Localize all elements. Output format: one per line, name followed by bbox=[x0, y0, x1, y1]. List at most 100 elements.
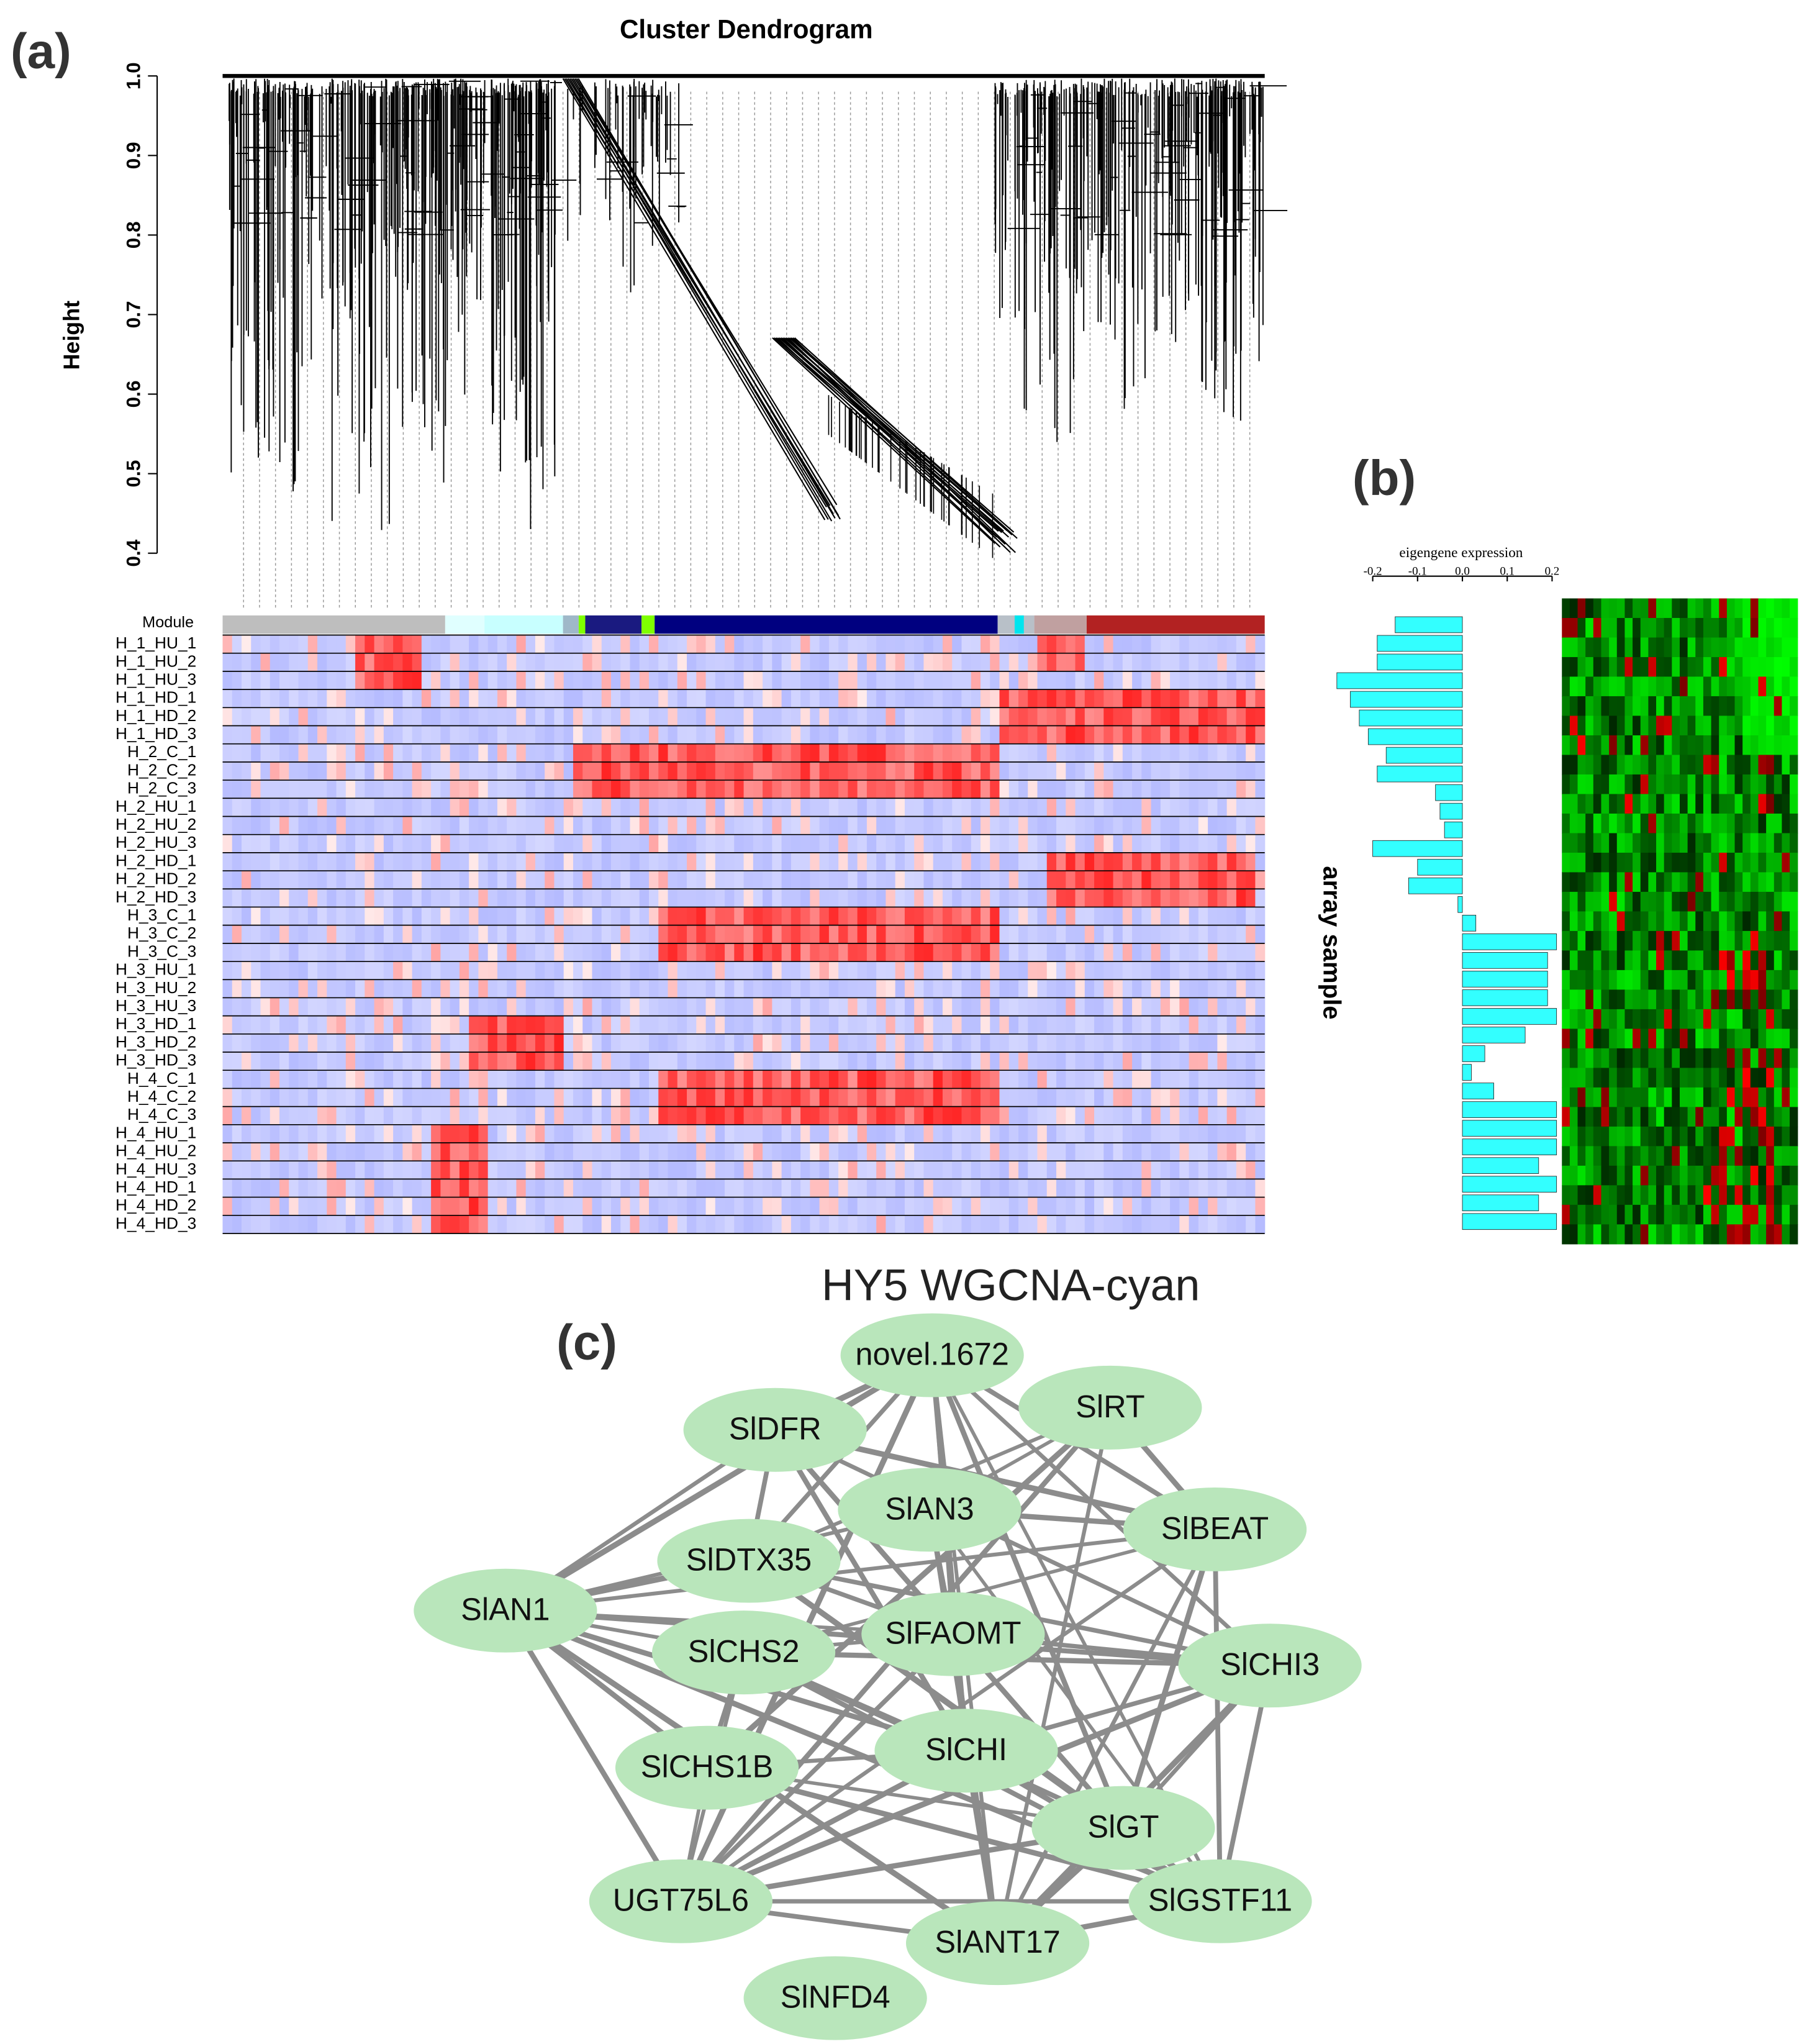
heatmap-cell bbox=[1208, 1124, 1218, 1143]
heatmap-cell bbox=[365, 871, 375, 889]
heatmap-cell bbox=[1160, 653, 1171, 672]
heatmap-cell bbox=[327, 743, 337, 763]
heatmap-cell bbox=[545, 1070, 555, 1089]
heatmap-cell bbox=[1056, 1052, 1066, 1071]
heatmap-cell bbox=[1236, 1161, 1246, 1180]
heatmap-cell bbox=[327, 925, 337, 944]
heatmap-cell bbox=[810, 761, 820, 781]
heatmap-cell bbox=[1719, 813, 1728, 834]
heatmap-cell bbox=[289, 997, 299, 1017]
heatmap-cell bbox=[696, 1179, 707, 1198]
bar bbox=[1417, 858, 1463, 876]
heatmap-cell bbox=[1609, 852, 1618, 873]
heatmap-cell bbox=[1018, 1179, 1028, 1198]
heatmap-cell bbox=[270, 743, 280, 763]
heatmap-cell bbox=[232, 761, 242, 781]
heatmap-cell bbox=[1141, 1161, 1152, 1180]
heatmap-cell bbox=[819, 834, 830, 853]
heatmap-cell bbox=[753, 1124, 763, 1143]
heatmap-cell bbox=[525, 1015, 536, 1035]
heatmap-cell bbox=[1151, 1088, 1161, 1107]
heatmap-cell bbox=[592, 997, 602, 1017]
heatmap-cell bbox=[725, 689, 735, 708]
heatmap-cell bbox=[630, 1124, 640, 1143]
heatmap-cell bbox=[1679, 715, 1688, 736]
heatmap-cell bbox=[601, 1033, 612, 1053]
heatmap-cell bbox=[1624, 735, 1633, 756]
heatmap-cell bbox=[222, 1033, 233, 1053]
heatmap-cell bbox=[705, 889, 716, 908]
heatmap-cell bbox=[241, 707, 251, 727]
heatmap-cell bbox=[610, 852, 621, 871]
heatmap-cell bbox=[1672, 637, 1680, 658]
heatmap-cell bbox=[668, 1143, 678, 1161]
bar bbox=[1462, 1176, 1557, 1193]
heatmap-cell bbox=[1103, 1052, 1114, 1071]
heatmap-cell bbox=[933, 1052, 943, 1071]
heatmap-cell bbox=[639, 798, 650, 817]
heatmap-cell bbox=[904, 871, 915, 889]
heatmap-cell bbox=[1103, 834, 1114, 853]
heatmap-cell bbox=[1695, 617, 1704, 638]
heatmap-cell bbox=[1246, 1015, 1256, 1035]
heatmap-cell bbox=[307, 1161, 318, 1180]
heatmap-cell bbox=[554, 1106, 564, 1125]
heatmap-cell bbox=[1141, 635, 1152, 654]
heatmap-cell bbox=[772, 834, 782, 853]
heatmap-cell bbox=[345, 1015, 356, 1035]
heatmap-cell bbox=[355, 1179, 365, 1198]
heatmap-cell bbox=[971, 1088, 981, 1107]
heatmap-cell bbox=[952, 671, 963, 690]
heatmap-cell bbox=[251, 761, 261, 781]
heatmap-cell bbox=[563, 871, 574, 889]
heatmap-cell bbox=[554, 834, 564, 853]
heatmap-cell bbox=[1648, 676, 1657, 697]
heatmap-cell bbox=[668, 925, 678, 944]
heatmap-cell bbox=[317, 761, 327, 781]
heatmap-cell bbox=[459, 997, 469, 1017]
heatmap-cell bbox=[1750, 833, 1759, 853]
heatmap-cell bbox=[412, 979, 422, 999]
heatmap-cell bbox=[980, 1143, 990, 1161]
heatmap-cell bbox=[1122, 707, 1133, 727]
heatmap-cell bbox=[1198, 1143, 1208, 1161]
heatmap-cell bbox=[573, 907, 583, 926]
heatmap-cell bbox=[1640, 735, 1649, 756]
heatmap-cell bbox=[279, 1052, 289, 1071]
heatmap-cell bbox=[781, 1124, 792, 1143]
heatmap-cell bbox=[563, 1052, 574, 1071]
heatmap-cell bbox=[554, 1161, 564, 1180]
heatmap-cell bbox=[725, 871, 735, 889]
heatmap-cell bbox=[582, 925, 593, 944]
heatmap-cell bbox=[1255, 707, 1266, 727]
heatmap-cell bbox=[1208, 834, 1218, 853]
heatmap-cell bbox=[1703, 715, 1712, 736]
heatmap-cell bbox=[573, 798, 583, 817]
heatmap-cell bbox=[251, 1052, 261, 1071]
heatmap-cell bbox=[421, 798, 432, 817]
heatmap-cell bbox=[1179, 689, 1190, 708]
heatmap-cell bbox=[402, 925, 413, 944]
heatmap-cell bbox=[497, 743, 507, 763]
heatmap-cell bbox=[753, 761, 763, 781]
heatmap-cell bbox=[743, 1161, 754, 1180]
heatmap-cell bbox=[715, 725, 725, 745]
heatmap-cell bbox=[961, 871, 972, 889]
heatmap-cell bbox=[459, 1179, 469, 1198]
heatmap-cell bbox=[1075, 653, 1085, 672]
row-label: H_3_HU_3 bbox=[116, 996, 196, 1015]
heatmap-cell bbox=[1037, 1124, 1048, 1143]
heatmap-cell bbox=[668, 943, 678, 962]
heatmap-cell bbox=[1113, 1052, 1123, 1071]
heatmap-cell bbox=[990, 1179, 1000, 1198]
heatmap-cell bbox=[1236, 671, 1246, 690]
heatmap-cell bbox=[507, 816, 517, 835]
heatmap-cell bbox=[307, 798, 318, 817]
heatmap-cell bbox=[743, 834, 754, 853]
heatmap-cell bbox=[545, 725, 555, 745]
heatmap-cell bbox=[848, 943, 858, 962]
heatmap-cell bbox=[980, 1161, 990, 1180]
heatmap-cell bbox=[677, 961, 687, 980]
heatmap-cell bbox=[1609, 794, 1618, 814]
heatmap-cell bbox=[1750, 794, 1759, 814]
